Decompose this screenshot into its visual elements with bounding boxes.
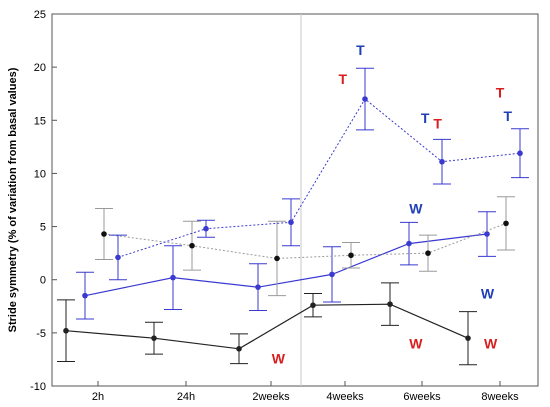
series-line — [65, 303, 469, 350]
data-point — [329, 271, 335, 278]
data-point — [288, 219, 294, 226]
data-point — [189, 242, 195, 249]
x-tick-label: 4weeks — [326, 391, 364, 403]
data-point — [348, 252, 354, 259]
series-solid-blue — [76, 211, 496, 320]
data-point — [151, 335, 157, 341]
data-point — [310, 302, 316, 309]
significance-marker-t: T — [433, 115, 442, 131]
x-tick-label: 6weeks — [403, 391, 441, 403]
axes: -10 -5 0 5 10 15 20 25 2h 24h 2weeks 4weeks 6weeks 8w… — [30, 9, 519, 403]
series-line — [103, 222, 507, 260]
significance-marker-t: T — [356, 42, 365, 58]
y-tick-label: 0 — [40, 275, 46, 287]
data-point — [101, 231, 107, 237]
significance-marker-w: W — [272, 350, 286, 366]
significance-marker-t: T — [504, 108, 513, 124]
data-point — [362, 96, 368, 102]
significance-marker-w: W — [409, 335, 423, 351]
data-point — [82, 292, 88, 299]
data-point — [465, 335, 471, 341]
data-point — [425, 250, 431, 256]
y-tick-label: 10 — [34, 168, 46, 180]
data-point — [274, 255, 280, 262]
data-point — [484, 231, 490, 237]
significance-marker-w: W — [484, 335, 498, 351]
data-point — [236, 346, 242, 352]
data-point — [503, 220, 509, 227]
data-point — [439, 158, 445, 165]
data-point — [387, 301, 393, 307]
x-tick-label: 8weeks — [481, 391, 519, 403]
series-solid-black — [57, 282, 477, 366]
significance-marker-t: T — [496, 85, 505, 101]
y-tick-label: -5 — [36, 328, 46, 340]
significance-marker-t: T — [338, 71, 347, 87]
series-line — [117, 98, 521, 258]
series-line — [84, 233, 488, 297]
series-dotted-gray — [95, 196, 515, 297]
significance-marker-w: W — [409, 201, 423, 217]
plot-area — [51, 13, 539, 387]
x-tick-label: 24h — [177, 391, 195, 403]
data-point — [115, 254, 121, 261]
y-tick-label: 5 — [40, 222, 46, 234]
y-tick-label: 15 — [34, 115, 46, 127]
y-tick-label: 25 — [34, 9, 46, 21]
x-tick-label: 2h — [92, 391, 104, 403]
data-point — [63, 327, 69, 334]
series-layer — [57, 67, 529, 366]
significance-marker-w: W — [481, 286, 495, 302]
data-point — [255, 284, 261, 290]
y-axis-label: Stride symmetry (% of variation from bas… — [7, 67, 19, 332]
data-point — [406, 240, 412, 247]
y-tick-label: 20 — [34, 62, 46, 74]
y-tick-label: -10 — [30, 381, 46, 393]
data-point — [517, 150, 523, 157]
data-point — [203, 225, 209, 232]
significance-marker-t: T — [421, 110, 430, 126]
series-dotted-blue — [109, 67, 529, 281]
data-point — [170, 274, 176, 281]
x-tick-label: 2weeks — [252, 391, 290, 403]
